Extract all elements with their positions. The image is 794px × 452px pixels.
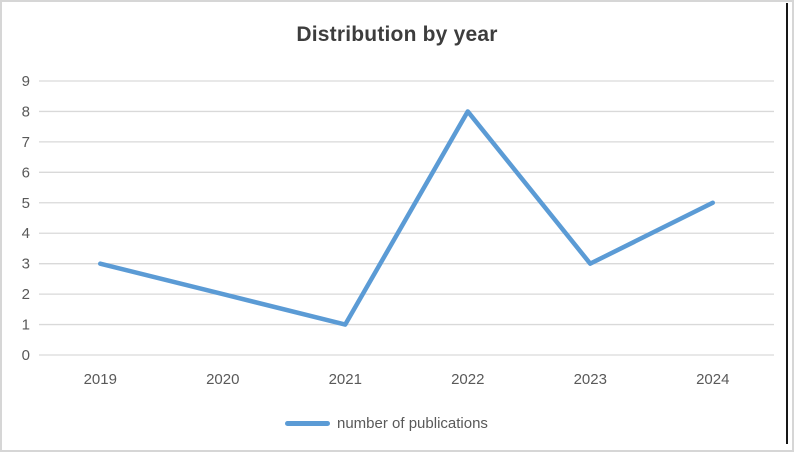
y-tick-label: 7 xyxy=(22,134,30,151)
legend: number of publications xyxy=(285,415,488,432)
x-tick-label: 2019 xyxy=(84,371,117,388)
x-tick-label: 2022 xyxy=(451,371,484,388)
y-tick-label: 5 xyxy=(22,195,30,212)
x-tick-label: 2023 xyxy=(574,371,607,388)
legend-line-swatch xyxy=(285,421,330,426)
y-tick-label: 3 xyxy=(22,256,30,273)
y-tick-label: 4 xyxy=(22,225,30,242)
series-line xyxy=(98,109,715,327)
x-tick-label: 2024 xyxy=(696,371,729,388)
legend-label: number of publications xyxy=(337,415,488,432)
x-tick-label: 2020 xyxy=(206,371,239,388)
y-tick-label: 9 xyxy=(22,73,30,90)
y-tick-label: 8 xyxy=(22,103,30,120)
y-tick-label: 6 xyxy=(22,164,30,181)
x-tick-label: 2021 xyxy=(329,371,362,388)
y-tick-label: 2 xyxy=(22,286,30,303)
y-tick-label: 0 xyxy=(22,347,30,364)
chart-title: Distribution by year xyxy=(296,23,498,46)
y-tick-label: 1 xyxy=(22,317,30,334)
window-right-edge xyxy=(786,3,788,444)
